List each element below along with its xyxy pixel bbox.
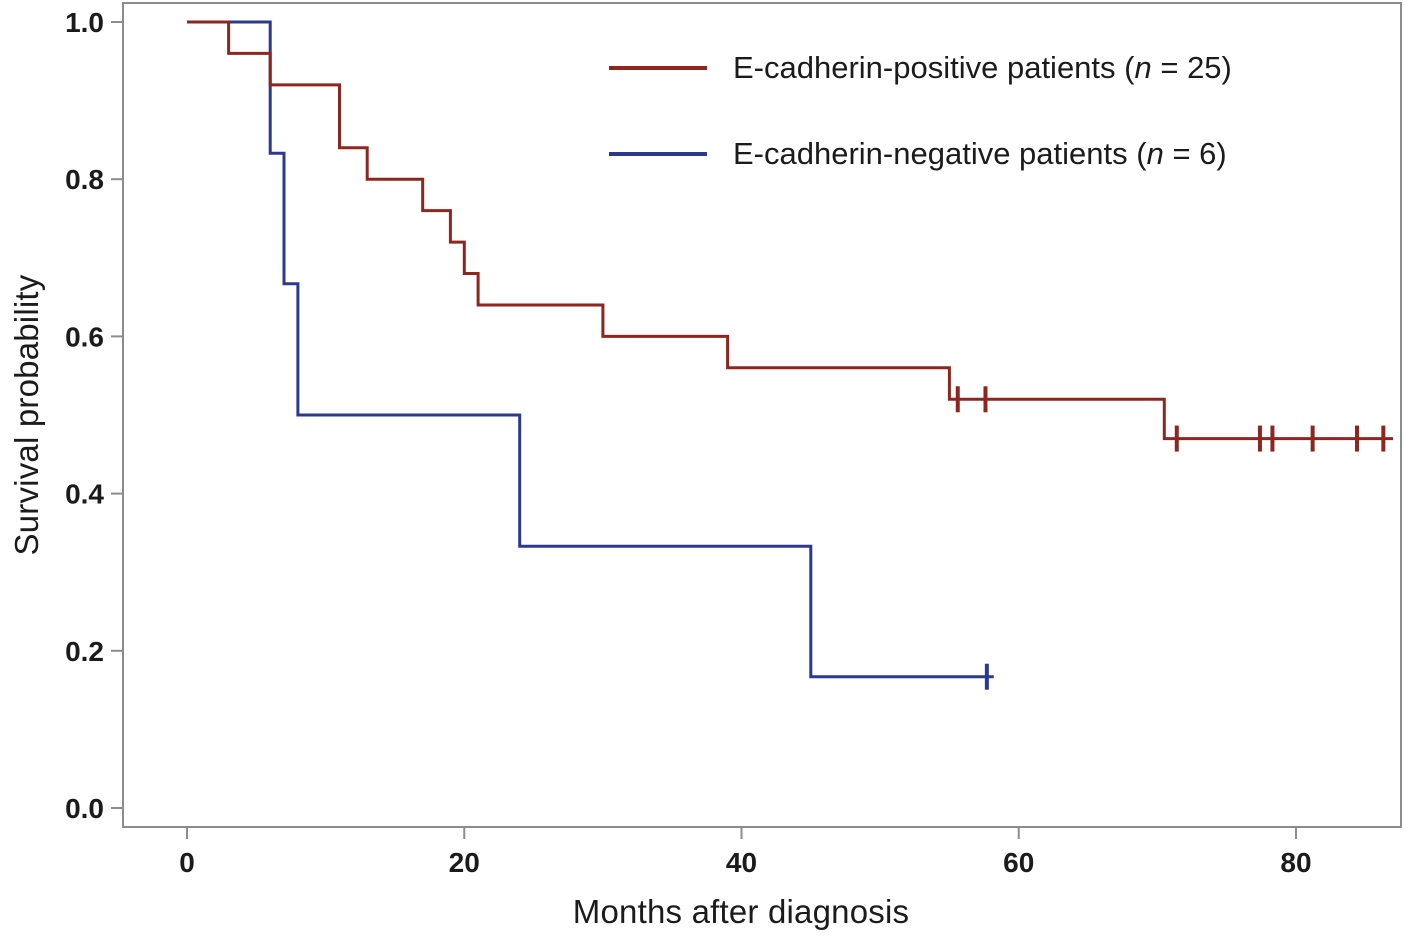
y-tick-label: 0.0 [65, 793, 104, 824]
x-tick-label: 80 [1280, 847, 1311, 878]
legend-label-negative: E-cadherin-negative patients (n = 6) [733, 136, 1227, 171]
legend-item-positive: E-cadherin-positive patients (n = 25) [609, 48, 1232, 88]
plot-border [122, 2, 1402, 828]
x-axis-title: Months after diagnosis [572, 893, 910, 930]
x-tick-label: 40 [726, 847, 757, 878]
y-tick-label: 0.6 [65, 321, 104, 352]
legend-label-positive: E-cadherin-positive patients (n = 25) [733, 50, 1232, 85]
legend-item-negative: E-cadherin-negative patients (n = 6) [609, 134, 1227, 174]
x-tick-label: 60 [1003, 847, 1034, 878]
survival-curve-positive [187, 20, 1393, 441]
y-tick-label: 0.8 [65, 164, 104, 195]
y-tick-label: 0.2 [65, 636, 104, 667]
x-tick-label: 20 [449, 847, 480, 878]
legend-line-negative-icon [609, 152, 707, 156]
y-tick-label: 0.4 [65, 479, 104, 510]
legend-line-positive-icon [609, 66, 707, 70]
x-tick-label: 0 [179, 847, 195, 878]
survival-curve-negative [187, 20, 994, 679]
y-axis-title: Survival probability [8, 274, 45, 556]
y-tick-label: 1.0 [65, 7, 104, 38]
